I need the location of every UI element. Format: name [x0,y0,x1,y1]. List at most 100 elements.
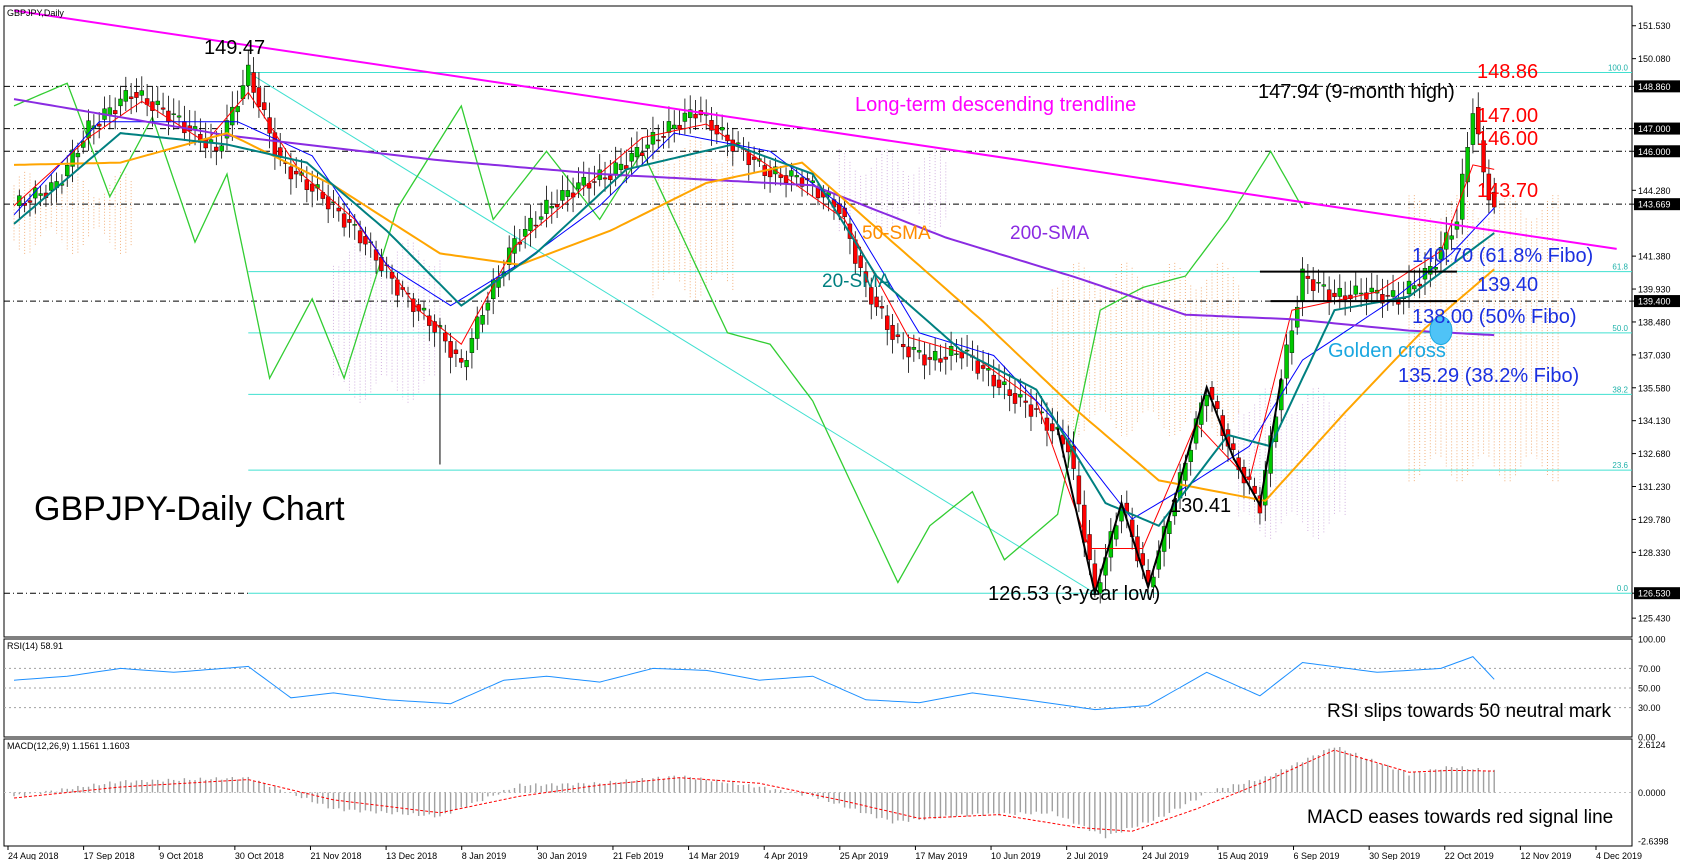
candle-body [719,127,725,131]
candle-body [38,193,43,196]
candle-body [469,338,475,353]
candle-body [1481,140,1486,173]
candle-body [1215,401,1220,409]
candle-body [1316,282,1321,284]
candle-body [634,147,640,158]
rsi-y-tick-label: 0.00 [1638,733,1656,743]
candle-body [549,206,554,209]
y-tick-label: 139.930 [1638,285,1671,295]
price-level-box [1634,122,1680,135]
candle-body [996,379,1002,388]
candle-body [709,120,714,131]
golden-cross-marker [1429,316,1453,346]
candle-body [1412,285,1417,290]
x-tick-label: 22 Oct 2019 [1445,851,1494,860]
price-level-box [1634,198,1680,211]
candle-body [176,115,182,118]
candle-body [224,120,230,139]
candle-body [1369,287,1374,293]
macd-signal-line [13,749,1495,832]
candle-body [70,149,75,167]
candle-body [443,332,448,342]
fibo-level-label: 23.6 [1612,461,1628,470]
candle-body [911,347,917,350]
candle-body [1087,534,1092,561]
candle-body [405,292,411,295]
candle-body [464,360,469,368]
annotation-fibo-50: 138.00 (50% Fibo) [1412,306,1577,328]
candle-body [1140,553,1145,566]
candle-body [661,136,666,138]
fibo-level-label: 0.0 [1617,584,1629,593]
x-tick-label: 15 Aug 2019 [1218,851,1269,860]
candle-body [608,175,613,181]
sma-20-line [13,132,1495,528]
candle-body [1406,280,1412,295]
candle-body [885,315,890,330]
candle-body [900,343,906,348]
x-tick-label: 14 Mar 2019 [689,851,740,860]
annotation-golden-cross: Golden cross [1328,340,1446,362]
candle-body [1097,582,1103,594]
rsi-annotation: RSI slips towards 50 neutral mark [1327,701,1612,722]
price-level-box [1634,145,1680,158]
candle-body [1476,107,1481,135]
candle-body [874,296,879,308]
annotation-130-41: 130.41 [1170,495,1232,517]
candle-body [879,306,885,309]
candle-body [1044,417,1050,431]
candle-body [1465,147,1470,183]
candle-body [538,216,544,220]
candle-body [735,142,741,145]
candle-body [1023,400,1028,403]
candle-body [246,64,251,86]
candle-body [890,325,895,340]
candle-body [964,349,970,352]
x-tick-label: 25 Apr 2019 [840,851,889,860]
candle-body [1007,389,1012,396]
candle-body [688,109,693,118]
y-tick-label: 150.080 [1638,54,1671,64]
candle-body [1092,563,1098,589]
candle-body [134,92,139,98]
y-tick-label: 138.480 [1638,317,1671,327]
candle-body [1342,295,1348,300]
candle-body [602,177,608,180]
kijun-sen-line [13,121,1495,520]
y-tick-label: 135.580 [1638,383,1671,393]
candle-body [613,162,618,175]
candle-body [112,110,118,115]
candle-body [645,144,650,149]
candle-body [1050,423,1055,432]
candle-body [672,124,677,130]
rsi-y-tick-label: 30.00 [1638,703,1661,713]
candle-body [714,124,720,135]
candle-body [576,182,581,190]
candle-body [155,100,160,105]
candle-body [251,72,256,93]
macd-histogram [13,747,1495,839]
rsi-y-tick-label: 70.00 [1638,664,1661,674]
candle-body [480,315,485,325]
candle-body [640,152,645,156]
candle-body [459,358,464,363]
candle-body [592,181,597,183]
y-tick-label: 125.430 [1638,614,1671,624]
candle-body [432,321,437,333]
ichimoku-cloud-span [1238,387,1346,539]
candle-body [1332,292,1337,298]
candle-body [1310,279,1316,291]
candle-body [1438,247,1444,260]
macd-y-tick-label: 0.0000 [1638,788,1666,798]
candle-body [1385,295,1390,297]
candle-body [948,346,954,356]
candle-body [794,175,799,178]
x-tick-label: 8 Jan 2019 [462,851,507,860]
x-tick-label: 6 Sep 2019 [1294,851,1340,860]
candle-body [618,163,624,170]
x-tick-label: 24 Jul 2019 [1142,851,1189,860]
x-tick-label: 17 Sep 2018 [84,851,135,860]
x-tick-label: 2 Jul 2019 [1067,851,1109,860]
candle-body [954,353,959,355]
